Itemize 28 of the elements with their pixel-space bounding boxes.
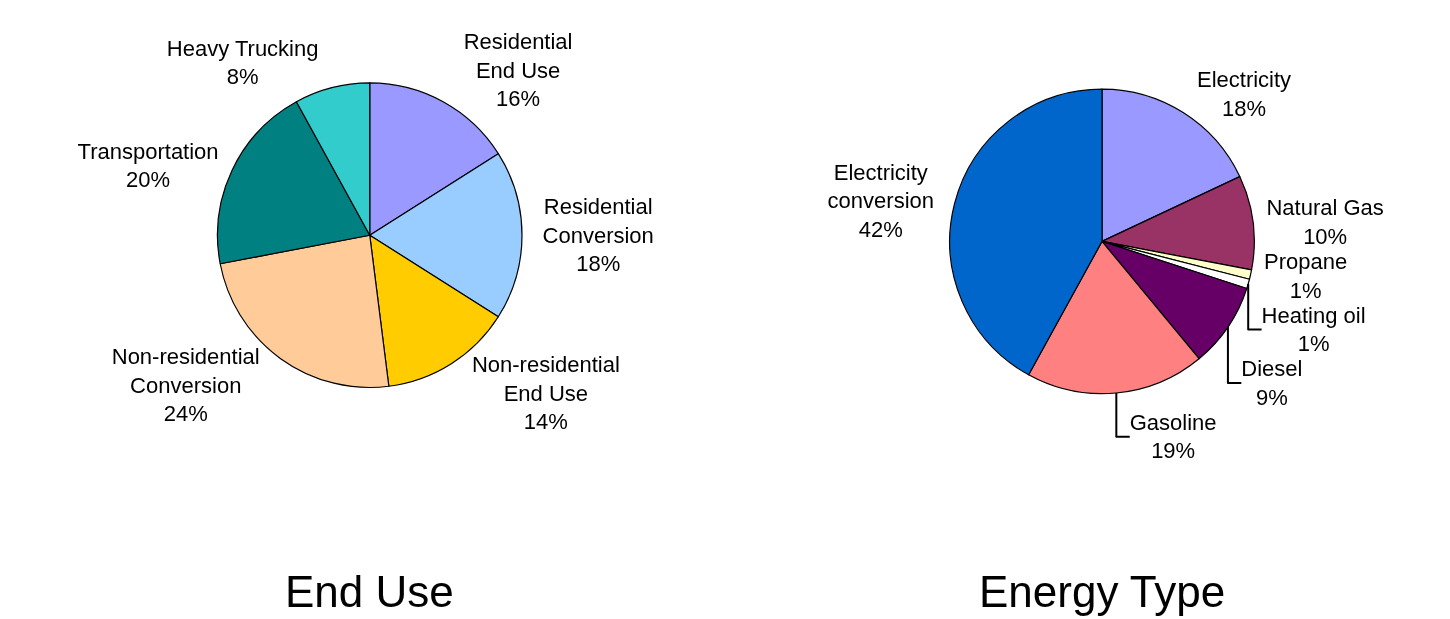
data-label: 10% [1303,223,1348,249]
slice-label: Heavy Trucking [166,35,319,61]
data-label: 42% [858,217,903,243]
data-label: 14% [523,409,568,435]
slice-label: Gasoline [1129,409,1217,435]
text: Energy Type [979,567,1226,616]
data-label: 16% [496,86,541,112]
slice-label: Residential Conversion [542,194,654,248]
slice-label: Electricity conversion [827,159,934,214]
data-label: 19% [1151,438,1196,464]
data-label: 20% [126,167,171,193]
slice-label: Transportation [77,138,219,164]
slice-label: Diesel [1241,356,1303,382]
slice-label: Non-residential End Use [471,351,620,406]
data-label: 9% [1255,384,1288,410]
slice-label: Electricity [1196,66,1292,92]
data-label: 1% [1289,277,1322,303]
slice-label: Propane [1263,249,1348,275]
data-label: 18% [576,251,621,277]
slice-label: Natural Gas [1266,195,1384,221]
slice-label: Non-residential Conversion [111,344,260,398]
data-label: 24% [163,401,208,427]
data-label: 8% [226,64,259,90]
slice-label: Heating oil [1261,302,1366,328]
slice-label: Residential End Use [463,29,573,83]
text: End Use [285,567,454,616]
data-label: 18% [1222,95,1267,121]
data-label: 1% [1297,331,1330,357]
